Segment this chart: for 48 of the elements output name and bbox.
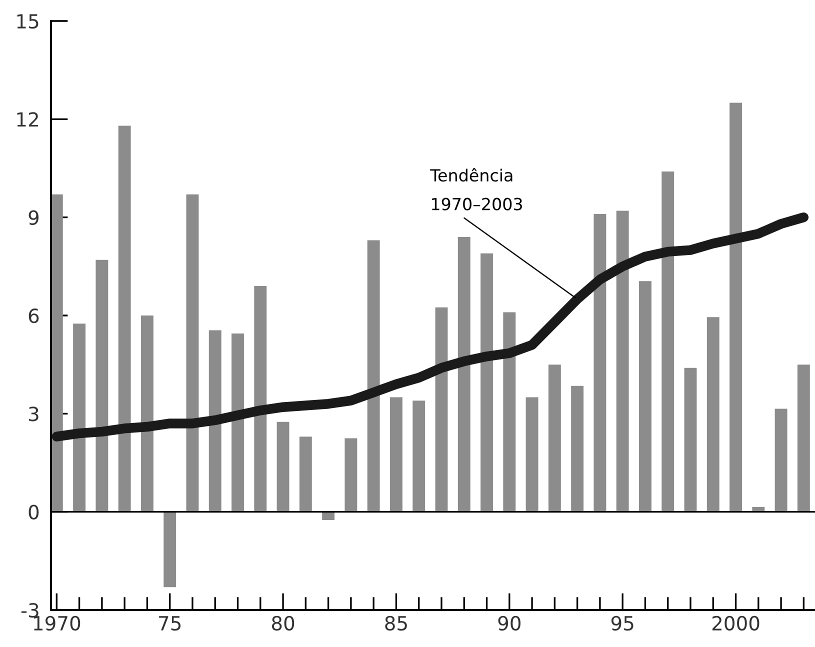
bar bbox=[548, 364, 561, 512]
x-tick-label: 1970 bbox=[34, 616, 80, 631]
bar bbox=[208, 330, 222, 512]
bar bbox=[616, 210, 629, 512]
bar bbox=[118, 126, 131, 512]
x-tick-label: 75 bbox=[159, 616, 181, 631]
bar bbox=[51, 194, 63, 512]
y-tick-label: 15 bbox=[17, 14, 38, 29]
bar bbox=[526, 397, 538, 512]
bar bbox=[367, 240, 380, 512]
bar bbox=[706, 317, 720, 512]
bar bbox=[276, 422, 290, 512]
x-tick-label: 85 bbox=[385, 616, 407, 631]
bar bbox=[412, 400, 426, 512]
y-tick-label: 6 bbox=[28, 308, 39, 324]
bar bbox=[730, 102, 742, 512]
x-tick-label: 90 bbox=[498, 616, 520, 631]
bar bbox=[480, 253, 493, 512]
x-tick-label: 95 bbox=[611, 616, 634, 631]
bar bbox=[96, 260, 108, 512]
annotation: Tendência 1970–2003 bbox=[430, 168, 522, 210]
bar bbox=[344, 438, 358, 512]
x-tick-label: 2000 bbox=[712, 616, 760, 631]
bar bbox=[164, 512, 176, 588]
bar bbox=[435, 307, 448, 512]
bar bbox=[684, 368, 697, 512]
bar bbox=[503, 312, 516, 512]
y-tick-label: -3 bbox=[21, 602, 38, 618]
bar bbox=[73, 324, 86, 512]
bar bbox=[594, 214, 606, 512]
bar bbox=[571, 386, 584, 512]
bar bbox=[186, 194, 199, 512]
bar bbox=[232, 333, 244, 512]
bar bbox=[140, 316, 154, 512]
bar bbox=[458, 236, 470, 512]
bar bbox=[254, 286, 267, 512]
bar bbox=[322, 512, 335, 520]
y-tick-label: 9 bbox=[28, 210, 39, 225]
bar bbox=[638, 281, 652, 512]
bar bbox=[662, 172, 674, 512]
bar bbox=[797, 364, 810, 512]
bar bbox=[390, 397, 402, 512]
x-tick-label: 80 bbox=[272, 616, 294, 631]
y-tick-label: 12 bbox=[17, 112, 38, 127]
bar bbox=[774, 408, 788, 512]
y-tick-label: 3 bbox=[29, 406, 38, 422]
bar bbox=[299, 436, 312, 512]
y-tick-label: 0 bbox=[28, 504, 39, 520]
